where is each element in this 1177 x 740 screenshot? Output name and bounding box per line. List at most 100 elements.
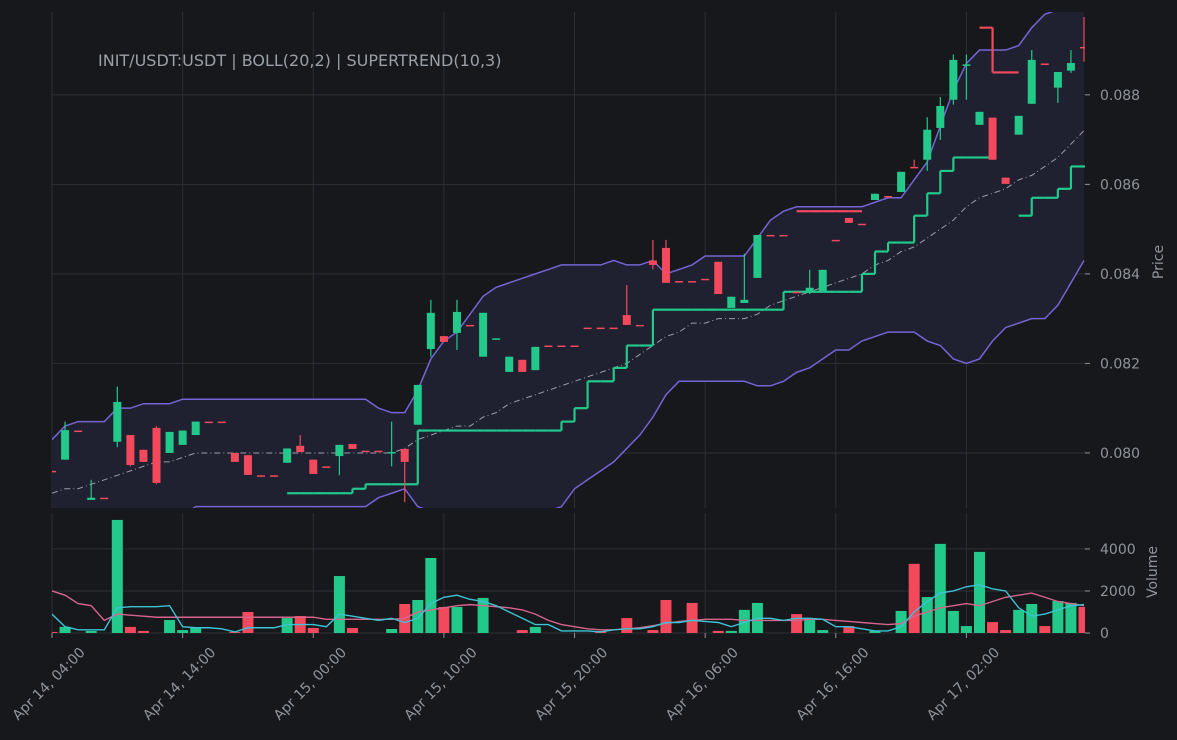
candle-body xyxy=(544,345,553,348)
candle-body xyxy=(648,260,657,265)
candle-body xyxy=(1001,177,1010,184)
x-tick-label: Apr 16, 06:00 xyxy=(663,645,742,724)
candle-body xyxy=(505,356,514,372)
volume-bar xyxy=(85,630,97,633)
candle-body xyxy=(714,261,723,295)
volume-bar xyxy=(621,618,633,633)
candle-body xyxy=(531,346,540,371)
volume-bar xyxy=(647,630,659,633)
candle-body xyxy=(479,312,488,357)
volume-bar xyxy=(686,602,698,633)
volume-bar xyxy=(242,611,254,633)
volume-bar xyxy=(1065,602,1077,633)
y-axis-label: Volume xyxy=(1145,546,1161,598)
candle-body xyxy=(296,445,305,453)
volume-ma-line xyxy=(52,583,1085,633)
candle-body xyxy=(766,234,775,237)
candle-body xyxy=(100,497,109,500)
candle-body xyxy=(688,281,697,283)
candle-body xyxy=(309,459,318,474)
y-tick-label: 0.084 xyxy=(1100,267,1140,283)
volume-bar xyxy=(738,609,750,633)
candle-body xyxy=(805,287,814,292)
volume-bar xyxy=(124,626,136,633)
candle-body xyxy=(257,475,266,477)
candle-body xyxy=(152,427,161,483)
volume-bar xyxy=(1039,626,1051,633)
candle-body xyxy=(557,345,566,348)
candle-body xyxy=(583,327,592,330)
candle-body xyxy=(701,278,710,281)
candle-body xyxy=(740,299,749,303)
volume-bar xyxy=(960,626,972,633)
candle-body xyxy=(374,450,383,453)
volume-bar xyxy=(804,618,816,633)
candle-body xyxy=(361,450,370,453)
candle-body xyxy=(727,296,736,308)
candle-body xyxy=(387,452,396,454)
candle-body xyxy=(126,435,135,466)
candle-body xyxy=(283,448,292,463)
volume-panel xyxy=(52,519,1085,633)
candle-body xyxy=(400,448,409,462)
candle-body xyxy=(975,111,984,125)
candle-body xyxy=(988,117,997,160)
candle-body xyxy=(61,430,70,460)
candle-body xyxy=(230,452,239,462)
volume-bar xyxy=(412,600,424,633)
volume-bar xyxy=(438,606,450,633)
volume-bar xyxy=(164,619,176,633)
y-tick-label: 0.088 xyxy=(1100,88,1140,104)
candle-body xyxy=(518,359,527,372)
candle-body xyxy=(178,430,187,445)
candle-body xyxy=(466,324,475,327)
candle-body xyxy=(635,324,644,327)
y-tick-label: 0.080 xyxy=(1100,446,1140,462)
volume-bar xyxy=(712,630,724,633)
chart-title: INIT/USDT:USDT | BOLL(20,2) | SUPERTREND… xyxy=(98,51,501,70)
candle-body xyxy=(1027,59,1036,104)
volume-bar xyxy=(1013,609,1025,633)
candle-body xyxy=(1066,63,1075,71)
volume-bar xyxy=(817,630,829,633)
band-line xyxy=(52,130,1085,494)
x-tick-label: Apr 14, 14:00 xyxy=(140,645,219,724)
volume-bar xyxy=(451,606,463,633)
candle-body xyxy=(426,312,435,350)
candle-body xyxy=(870,193,879,201)
y-tick-label: 0 xyxy=(1100,626,1109,642)
volume-ma-line xyxy=(52,590,1085,631)
candle-body xyxy=(204,421,213,424)
volume-bar xyxy=(934,543,946,633)
volume-bar xyxy=(987,622,999,633)
volume-bar xyxy=(111,519,123,633)
volume-bar xyxy=(281,618,293,633)
volume-bar xyxy=(908,563,920,633)
x-tick-label: Apr 15, 10:00 xyxy=(402,645,481,724)
volume-bar xyxy=(660,600,672,633)
volume-bar xyxy=(1026,603,1038,633)
candle-body xyxy=(661,247,670,283)
candle-body xyxy=(1040,63,1049,65)
candle-body xyxy=(949,59,958,100)
volume-bar xyxy=(947,610,959,633)
band-line xyxy=(52,12,1054,441)
band-line xyxy=(192,260,1085,508)
volume-bar xyxy=(869,630,881,633)
x-tick-label: Apr 15, 20:00 xyxy=(532,645,611,724)
volume-bar xyxy=(346,627,358,633)
volume-bar xyxy=(177,630,189,633)
volume-bar xyxy=(190,627,202,633)
candle-body xyxy=(348,443,357,449)
candle-body xyxy=(897,171,906,192)
candle-body xyxy=(1014,115,1023,135)
candle-body xyxy=(779,234,788,237)
candle-body xyxy=(622,315,631,325)
candle-body xyxy=(570,345,579,348)
volume-bar xyxy=(59,626,71,633)
y-tick-label: 2000 xyxy=(1100,584,1136,600)
volume-bar xyxy=(843,626,855,633)
volume-bar xyxy=(477,597,489,633)
volume-bar xyxy=(333,576,345,633)
